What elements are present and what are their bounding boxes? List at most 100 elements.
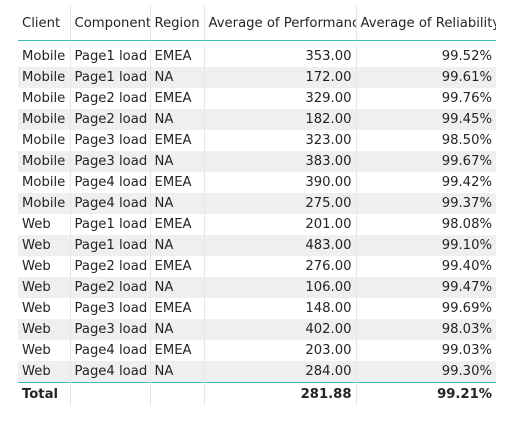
- cell-region: NA: [150, 235, 205, 256]
- cell-performance: 172.00: [204, 67, 357, 88]
- cell-client: Web: [18, 361, 71, 383]
- cell-component: Page2 load: [70, 88, 151, 109]
- cell-component: Page1 load: [70, 235, 151, 256]
- cell-performance: 284.00: [204, 361, 357, 383]
- cell-component: Page1 load: [70, 46, 151, 67]
- cell-component: Page3 load: [70, 298, 151, 319]
- cell-component: Page4 load: [70, 193, 151, 214]
- cell-reliability: 99.76%: [356, 88, 496, 109]
- table-row: Web Page1 load EMEA 201.00 98.08%: [18, 214, 496, 235]
- table-row: Mobile Page4 load EMEA 390.00 99.42%: [18, 172, 496, 193]
- cell-performance: 323.00: [204, 130, 357, 151]
- cell-region: NA: [150, 319, 205, 340]
- cell-client: Web: [18, 298, 71, 319]
- cell-client: Mobile: [18, 46, 71, 67]
- total-empty-component: [70, 382, 151, 406]
- table-row: Mobile Page4 load NA 275.00 99.37%: [18, 193, 496, 214]
- table-row: Mobile Page3 load EMEA 323.00 98.50%: [18, 130, 496, 151]
- cell-region: EMEA: [150, 214, 205, 235]
- cell-client: Mobile: [18, 67, 71, 88]
- total-empty-region: [150, 382, 205, 406]
- cell-performance: 106.00: [204, 277, 357, 298]
- cell-performance: 201.00: [204, 214, 357, 235]
- total-performance: 281.88: [204, 382, 357, 406]
- cell-component: Page4 load: [70, 340, 151, 361]
- cell-client: Mobile: [18, 88, 71, 109]
- cell-region: EMEA: [150, 130, 205, 151]
- column-header-region[interactable]: Region: [150, 6, 205, 41]
- cell-component: Page3 load: [70, 130, 151, 151]
- cell-performance: 390.00: [204, 172, 357, 193]
- cell-reliability: 99.10%: [356, 235, 496, 256]
- table-row: Mobile Page1 load NA 172.00 99.61%: [18, 67, 496, 88]
- cell-performance: 383.00: [204, 151, 357, 172]
- cell-client: Mobile: [18, 193, 71, 214]
- cell-reliability: 99.40%: [356, 256, 496, 277]
- cell-region: EMEA: [150, 172, 205, 193]
- cell-client: Web: [18, 214, 71, 235]
- cell-reliability: 98.08%: [356, 214, 496, 235]
- column-header-client[interactable]: Client: [18, 6, 71, 41]
- cell-region: EMEA: [150, 88, 205, 109]
- cell-region: NA: [150, 277, 205, 298]
- table-body: Mobile Page1 load EMEA 353.00 99.52% Mob…: [18, 46, 496, 383]
- cell-client: Web: [18, 277, 71, 298]
- cell-region: NA: [150, 151, 205, 172]
- cell-region: EMEA: [150, 340, 205, 361]
- table-row: Web Page3 load EMEA 148.00 99.69%: [18, 298, 496, 319]
- total-label: Total: [18, 382, 71, 406]
- table-row: Web Page3 load NA 402.00 98.03%: [18, 319, 496, 340]
- table-row: Mobile Page2 load EMEA 329.00 99.76%: [18, 88, 496, 109]
- cell-component: Page2 load: [70, 277, 151, 298]
- cell-reliability: 99.30%: [356, 361, 496, 383]
- cell-performance: 402.00: [204, 319, 357, 340]
- cell-performance: 203.00: [204, 340, 357, 361]
- cell-performance: 353.00: [204, 46, 357, 67]
- cell-reliability: 99.69%: [356, 298, 496, 319]
- cell-reliability: 99.67%: [356, 151, 496, 172]
- table-row: Mobile Page1 load EMEA 353.00 99.52%: [18, 46, 496, 67]
- table-row: Web Page2 load NA 106.00 99.47%: [18, 277, 496, 298]
- table-row: Web Page4 load EMEA 203.00 99.03%: [18, 340, 496, 361]
- data-table: Client Component Region Average of Perfo…: [18, 6, 496, 406]
- cell-reliability: 99.52%: [356, 46, 496, 67]
- header-row: Client Component Region Average of Perfo…: [18, 6, 496, 41]
- cell-region: NA: [150, 109, 205, 130]
- cell-client: Mobile: [18, 151, 71, 172]
- column-header-performance[interactable]: Average of Performance: [204, 6, 357, 41]
- cell-component: Page3 load: [70, 151, 151, 172]
- table-row: Mobile Page3 load NA 383.00 99.67%: [18, 151, 496, 172]
- cell-performance: 182.00: [204, 109, 357, 130]
- cell-performance: 275.00: [204, 193, 357, 214]
- cell-component: Page4 load: [70, 361, 151, 383]
- cell-reliability: 99.37%: [356, 193, 496, 214]
- cell-region: NA: [150, 361, 205, 383]
- table-row: Web Page2 load EMEA 276.00 99.40%: [18, 256, 496, 277]
- cell-performance: 483.00: [204, 235, 357, 256]
- cell-region: EMEA: [150, 46, 205, 67]
- cell-component: Page2 load: [70, 109, 151, 130]
- cell-component: Page2 load: [70, 256, 151, 277]
- cell-component: Page3 load: [70, 319, 151, 340]
- cell-reliability: 98.50%: [356, 130, 496, 151]
- cell-reliability: 99.42%: [356, 172, 496, 193]
- cell-performance: 148.00: [204, 298, 357, 319]
- cell-component: Page1 load: [70, 214, 151, 235]
- cell-reliability: 98.03%: [356, 319, 496, 340]
- cell-client: Web: [18, 235, 71, 256]
- cell-region: EMEA: [150, 298, 205, 319]
- cell-region: NA: [150, 67, 205, 88]
- cell-client: Web: [18, 256, 71, 277]
- cell-performance: 329.00: [204, 88, 357, 109]
- cell-reliability: 99.03%: [356, 340, 496, 361]
- cell-component: Page1 load: [70, 67, 151, 88]
- column-header-reliability[interactable]: Average of Reliability: [356, 6, 496, 41]
- cell-region: EMEA: [150, 256, 205, 277]
- cell-client: Mobile: [18, 130, 71, 151]
- column-header-component[interactable]: Component: [70, 6, 151, 41]
- cell-performance: 276.00: [204, 256, 357, 277]
- cell-region: NA: [150, 193, 205, 214]
- cell-client: Web: [18, 340, 71, 361]
- cell-reliability: 99.61%: [356, 67, 496, 88]
- table-row: Web Page4 load NA 284.00 99.30%: [18, 361, 496, 383]
